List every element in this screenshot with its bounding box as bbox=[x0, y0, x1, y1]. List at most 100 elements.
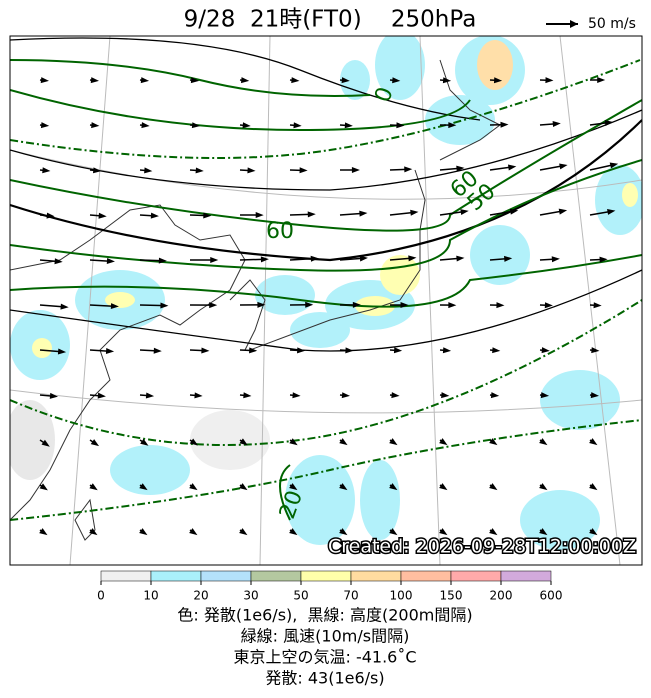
wind-arrow-head bbox=[492, 347, 501, 354]
colorbar-segment bbox=[150, 570, 202, 582]
wind-arrow-head bbox=[310, 255, 319, 262]
height-contours bbox=[10, 37, 642, 352]
wind-arrow-head bbox=[441, 392, 450, 399]
wind-arrow-head bbox=[558, 208, 568, 215]
wind-arrow-head bbox=[307, 211, 316, 218]
wind-arrow-head bbox=[456, 165, 465, 172]
wind-arrow-head bbox=[39, 528, 48, 536]
wind-arrow-head bbox=[240, 77, 250, 84]
wind-arrow-head bbox=[289, 483, 298, 491]
wind-arrow-head bbox=[98, 212, 107, 219]
wind-arrow-head bbox=[540, 392, 550, 399]
wind-arrow-head bbox=[591, 347, 600, 354]
colorbar-segment bbox=[450, 570, 502, 582]
wind-arrow-head bbox=[500, 121, 509, 128]
wind-arrow-head bbox=[448, 122, 457, 129]
wind-arrow-head bbox=[541, 347, 550, 354]
wind-arrow-head bbox=[257, 301, 266, 308]
wind-arrow-head bbox=[90, 439, 100, 447]
wind-arrow-head bbox=[189, 438, 199, 446]
colorbar-tick-label: 20 bbox=[193, 589, 208, 603]
wind-arrow-head bbox=[145, 392, 155, 399]
wind-arrow-head bbox=[189, 483, 198, 491]
wind-arrow-head bbox=[609, 162, 619, 169]
wind-arrow-head bbox=[504, 255, 513, 262]
wind-arrow-head bbox=[189, 528, 198, 536]
wind-arrow-head bbox=[239, 528, 248, 536]
wind-arrow-head bbox=[389, 438, 398, 446]
wind-arrow-head bbox=[60, 303, 69, 310]
wind-arrow-head bbox=[590, 392, 600, 399]
wind-arrow-head bbox=[442, 347, 452, 354]
wind-arrow-head bbox=[389, 483, 398, 491]
colorbar-tick-label: 0 bbox=[97, 589, 105, 603]
wind-arrow-head bbox=[341, 392, 350, 399]
wind-arrow-head bbox=[201, 347, 210, 354]
wind-arrow-head bbox=[194, 392, 203, 399]
wind-arrow-head bbox=[209, 302, 218, 309]
wind-arrow-head bbox=[140, 77, 150, 84]
wind-arrow-head bbox=[260, 256, 269, 263]
wind-arrow-head bbox=[144, 167, 153, 174]
contour-label: 60 bbox=[266, 219, 294, 244]
wind-arrow-head bbox=[150, 212, 159, 219]
wind-arrow-head bbox=[239, 438, 248, 446]
wind-arrow-head bbox=[351, 166, 360, 173]
wind-arrow-head bbox=[190, 77, 200, 84]
colorbar-tick-label: 70 bbox=[343, 589, 358, 603]
wind-arrow-head bbox=[40, 77, 49, 84]
wind-arrow-head bbox=[140, 438, 149, 446]
divergence-shading bbox=[10, 36, 642, 550]
wind-arrow-head bbox=[153, 347, 162, 354]
wind-arrow-head bbox=[593, 302, 602, 309]
wind-arrow-head bbox=[442, 77, 452, 84]
wind-arrow-head bbox=[92, 167, 102, 174]
wind-arrow-head bbox=[292, 392, 301, 399]
coastlines bbox=[10, 59, 501, 541]
wind-arrow-head bbox=[391, 392, 400, 399]
wind-arrow-head bbox=[160, 302, 169, 309]
wind-arrows bbox=[39, 77, 619, 536]
wind-arrow-head bbox=[54, 258, 63, 265]
wind-arrow-head bbox=[489, 438, 498, 446]
wind-arrow-head bbox=[496, 302, 505, 309]
wind-arrow-head bbox=[489, 528, 498, 536]
wind-arrow-head bbox=[396, 122, 405, 129]
wind-arrow-head bbox=[249, 347, 258, 354]
colorbar-tick-label: 100 bbox=[390, 589, 413, 603]
wind-arrow-head bbox=[210, 256, 219, 263]
wind-arrow-head bbox=[243, 392, 252, 399]
wind-arrow-head bbox=[545, 77, 554, 84]
wind-arrow-head bbox=[439, 438, 448, 446]
wind-arrow-head bbox=[97, 392, 106, 399]
wind-arrow-head bbox=[539, 438, 548, 446]
wind-arrow-head bbox=[341, 77, 350, 84]
colorbar-tick-label: 30 bbox=[243, 589, 258, 603]
wind-arrow-head bbox=[344, 122, 353, 129]
wind-arrow-head bbox=[191, 122, 201, 129]
wind-arrow-head bbox=[439, 528, 448, 536]
wind-arrow-head bbox=[359, 255, 368, 262]
wind-arrow-head bbox=[359, 210, 368, 217]
scale-arrow-head bbox=[570, 20, 578, 28]
wind-arrow-head bbox=[299, 167, 308, 174]
wind-arrow-head bbox=[607, 209, 616, 215]
colorbar-segment bbox=[300, 570, 352, 582]
wind-arrow-head bbox=[539, 483, 548, 491]
colorbar-segment bbox=[250, 570, 302, 582]
wind-arrow-head bbox=[392, 77, 401, 84]
wind-arrow-head bbox=[297, 347, 306, 354]
colorbar-segment bbox=[100, 570, 152, 582]
wind-arrow-head bbox=[158, 257, 167, 264]
caption-line: 色: 発散(1e6/s), 黒線: 高度(200m間隔) bbox=[177, 606, 472, 625]
created-stamp: Created: 2026-09-28T12:00:00Z bbox=[328, 536, 636, 558]
wind-arrow-head bbox=[597, 77, 606, 84]
wind-arrow-head bbox=[589, 528, 598, 536]
wind-arrow-head bbox=[255, 212, 264, 219]
wind-arrow-head bbox=[90, 77, 99, 84]
wind-arrow-head bbox=[339, 438, 348, 446]
wind-arrow-head bbox=[110, 303, 119, 310]
wind-arrow-head bbox=[507, 164, 517, 171]
